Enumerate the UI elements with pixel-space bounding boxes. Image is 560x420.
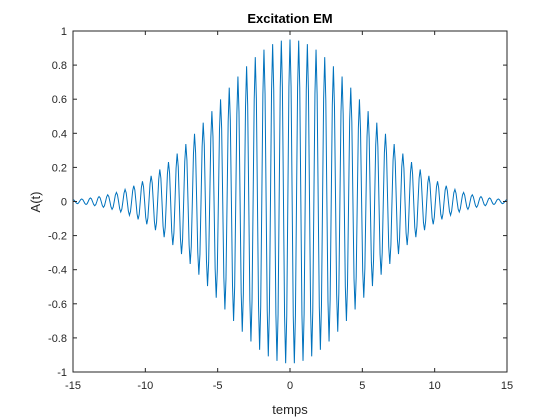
y-tick-label: 0.6 <box>52 94 67 106</box>
x-tick-label: 5 <box>359 380 365 392</box>
series-line <box>72 39 508 364</box>
y-tick-label: -0.8 <box>48 333 67 345</box>
x-tick-label: 10 <box>429 380 441 392</box>
x-axis: -15 -10 -5 0 5 10 15 <box>65 31 513 392</box>
x-tick-label: -10 <box>137 380 153 392</box>
x-tick-label: -15 <box>65 380 81 392</box>
y-tick-label: 0 <box>61 197 67 209</box>
y-tick-label: 0.2 <box>52 162 67 174</box>
y-tick-label: 1 <box>61 26 67 38</box>
y-tick-label: 0.4 <box>52 128 67 140</box>
plot-area <box>72 30 508 373</box>
y-axis-label: A(t) <box>28 192 43 213</box>
chart-title: Excitation EM <box>247 11 332 26</box>
axes-background <box>73 31 507 372</box>
y-tick-label: -0.4 <box>48 265 67 277</box>
y-axis: -1 -0.8 -0.6 -0.4 -0.2 0 0.2 0.4 0.6 0.8 1 <box>48 26 507 379</box>
x-axis-label: temps <box>272 402 308 417</box>
y-tick-label: 0.8 <box>52 60 67 72</box>
x-tick-label: 0 <box>287 380 293 392</box>
x-tick-label: 15 <box>501 380 513 392</box>
y-tick-label: -1 <box>57 367 67 379</box>
x-tick-label: -5 <box>213 380 223 392</box>
y-tick-label: -0.6 <box>48 299 67 311</box>
y-tick-label: -0.2 <box>48 231 67 243</box>
